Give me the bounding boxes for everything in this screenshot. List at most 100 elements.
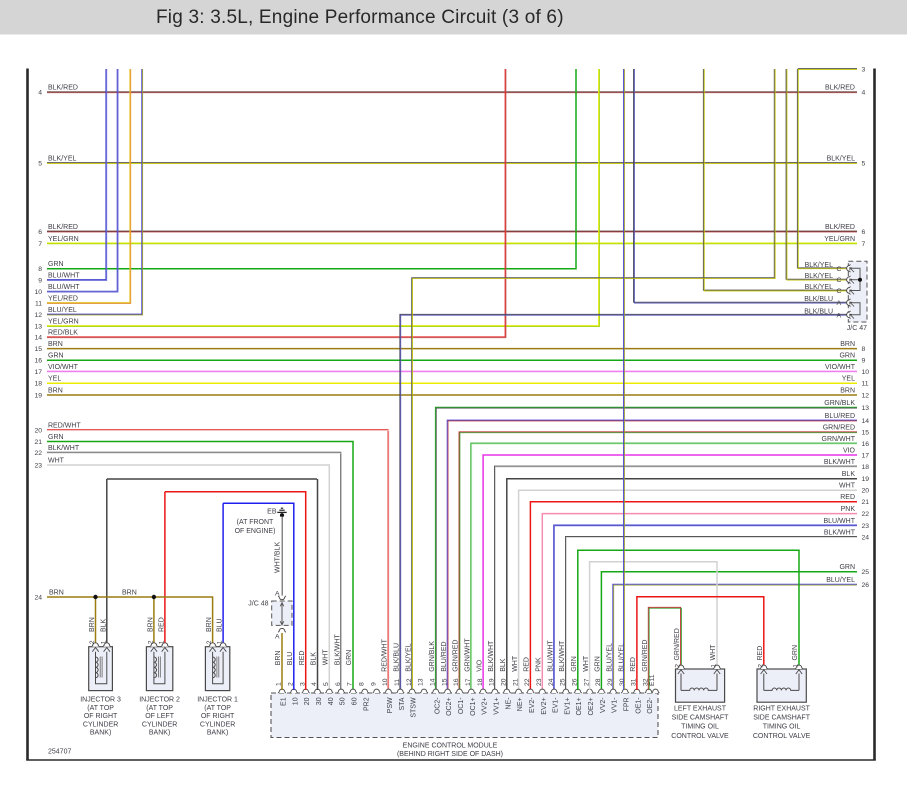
svg-text:BLK: BLK: [500, 658, 507, 672]
svg-text:TIMING OIL: TIMING OIL: [763, 724, 801, 731]
svg-text:17: 17: [465, 678, 472, 686]
svg-text:BANK): BANK): [207, 730, 228, 737]
svg-text:OC2+: OC2+: [446, 697, 453, 715]
svg-text:RED/WHT: RED/WHT: [48, 423, 81, 430]
svg-text:24: 24: [548, 678, 555, 686]
svg-text:BRN: BRN: [840, 387, 855, 394]
svg-text:26: 26: [572, 678, 579, 686]
svg-text:BLK/YEL: BLK/YEL: [805, 273, 834, 280]
svg-text:RED: RED: [299, 651, 306, 666]
svg-text:RED/BLK: RED/BLK: [48, 330, 78, 337]
svg-text:WHT: WHT: [512, 655, 519, 672]
svg-text:2: 2: [147, 640, 154, 644]
svg-text:YEL/GRN: YEL/GRN: [48, 236, 79, 243]
svg-text:1: 1: [158, 640, 165, 644]
svg-text:8: 8: [359, 682, 366, 686]
svg-text:GRN/WHT: GRN/WHT: [465, 638, 472, 672]
svg-text:GRN/RED: GRN/RED: [674, 628, 681, 660]
svg-text:OC2-: OC2-: [434, 697, 441, 714]
svg-text:BLK/YEL: BLK/YEL: [827, 155, 856, 162]
svg-text:C: C: [837, 277, 842, 284]
svg-text:SIDE CAMSHAFT: SIDE CAMSHAFT: [672, 715, 730, 722]
svg-text:BLU/YEL: BLU/YEL: [618, 643, 625, 672]
svg-text:4: 4: [311, 682, 318, 686]
svg-text:A: A: [837, 300, 842, 307]
svg-text:1: 1: [793, 664, 800, 668]
svg-text:20: 20: [304, 697, 311, 705]
svg-text:OF RIGHT: OF RIGHT: [84, 713, 118, 720]
svg-text:GRN: GRN: [839, 353, 855, 360]
svg-text:BLU: BLU: [287, 652, 294, 666]
svg-text:GRN: GRN: [839, 564, 855, 571]
svg-text:BLK: BLK: [842, 471, 856, 478]
svg-text:GRN/RED: GRN/RED: [823, 425, 855, 432]
svg-text:BLK/RED: BLK/RED: [48, 224, 78, 231]
svg-text:60: 60: [352, 697, 359, 705]
svg-text:GRN: GRN: [571, 656, 578, 672]
svg-text:BLK/WHT: BLK/WHT: [334, 633, 341, 665]
svg-text:GRN/BLK: GRN/BLK: [824, 400, 855, 407]
svg-text:BRN: BRN: [840, 341, 855, 348]
svg-text:E1: E1: [281, 697, 288, 706]
svg-text:J/C 47: J/C 47: [847, 325, 867, 332]
svg-text:2: 2: [206, 640, 213, 644]
svg-text:RED: RED: [630, 657, 637, 672]
svg-text:Fig 3: 3.5L, Engine Performanc: Fig 3: 3.5L, Engine Performance Circuit …: [156, 7, 564, 28]
svg-text:WHT: WHT: [710, 644, 717, 661]
svg-text:12: 12: [406, 678, 413, 686]
svg-text:BLK/RED: BLK/RED: [48, 85, 78, 92]
svg-text:20: 20: [862, 488, 870, 495]
svg-text:(AT TOP: (AT TOP: [87, 705, 114, 712]
svg-text:11: 11: [862, 381, 869, 388]
svg-text:27: 27: [583, 678, 590, 686]
svg-text:22: 22: [524, 678, 531, 686]
svg-text:OF LEFT: OF LEFT: [145, 713, 175, 720]
svg-text:A: A: [275, 591, 280, 598]
svg-text:NE+: NE+: [517, 697, 524, 711]
svg-text:22: 22: [34, 450, 42, 457]
svg-text:13: 13: [862, 405, 870, 412]
svg-text:OC1+: OC1+: [470, 697, 477, 715]
svg-text:PSW: PSW: [387, 697, 394, 713]
svg-text:21: 21: [34, 439, 42, 446]
svg-text:VIO/WHT: VIO/WHT: [825, 364, 856, 371]
svg-text:15: 15: [441, 678, 448, 686]
svg-text:YEL: YEL: [842, 376, 855, 383]
svg-text:LEFT EXHAUST: LEFT EXHAUST: [674, 706, 727, 713]
svg-text:16: 16: [34, 358, 42, 365]
svg-text:EV2+: EV2+: [541, 697, 548, 714]
svg-text:2: 2: [89, 640, 96, 644]
svg-text:YEL/GRN: YEL/GRN: [48, 318, 79, 325]
svg-text:PR2: PR2: [363, 697, 370, 711]
svg-text:BLK/BLU: BLK/BLU: [804, 308, 833, 315]
svg-text:9: 9: [862, 358, 866, 365]
svg-text:BRN: BRN: [275, 651, 282, 666]
svg-text:23: 23: [536, 678, 543, 686]
svg-text:23: 23: [34, 462, 42, 469]
svg-text:19: 19: [34, 392, 42, 399]
svg-text:GRN: GRN: [48, 353, 64, 360]
svg-text:VV2+: VV2+: [482, 697, 489, 714]
svg-text:1: 1: [276, 682, 283, 686]
svg-text:17: 17: [862, 452, 870, 459]
svg-text:BLK/WHT: BLK/WHT: [559, 640, 566, 672]
svg-text:18: 18: [34, 381, 42, 388]
svg-text:9: 9: [38, 277, 42, 284]
svg-text:8: 8: [862, 346, 866, 353]
svg-text:GRN: GRN: [48, 434, 64, 441]
svg-text:BLU/WHT: BLU/WHT: [48, 272, 80, 279]
svg-text:RED: RED: [840, 494, 855, 501]
svg-text:VIO/WHT: VIO/WHT: [48, 364, 79, 371]
svg-text:20: 20: [501, 678, 508, 686]
svg-text:CONTROL VALVE: CONTROL VALVE: [753, 733, 811, 740]
svg-text:WHT: WHT: [48, 457, 65, 464]
svg-text:2: 2: [675, 664, 682, 668]
svg-text:17: 17: [34, 369, 42, 376]
svg-text:6: 6: [38, 229, 42, 236]
svg-text:22: 22: [862, 511, 870, 518]
svg-text:EV1-: EV1-: [553, 697, 560, 713]
svg-text:14: 14: [430, 678, 437, 686]
svg-text:STSW: STSW: [411, 697, 418, 718]
svg-text:21: 21: [862, 499, 870, 506]
svg-text:BLK/RED: BLK/RED: [825, 85, 855, 92]
